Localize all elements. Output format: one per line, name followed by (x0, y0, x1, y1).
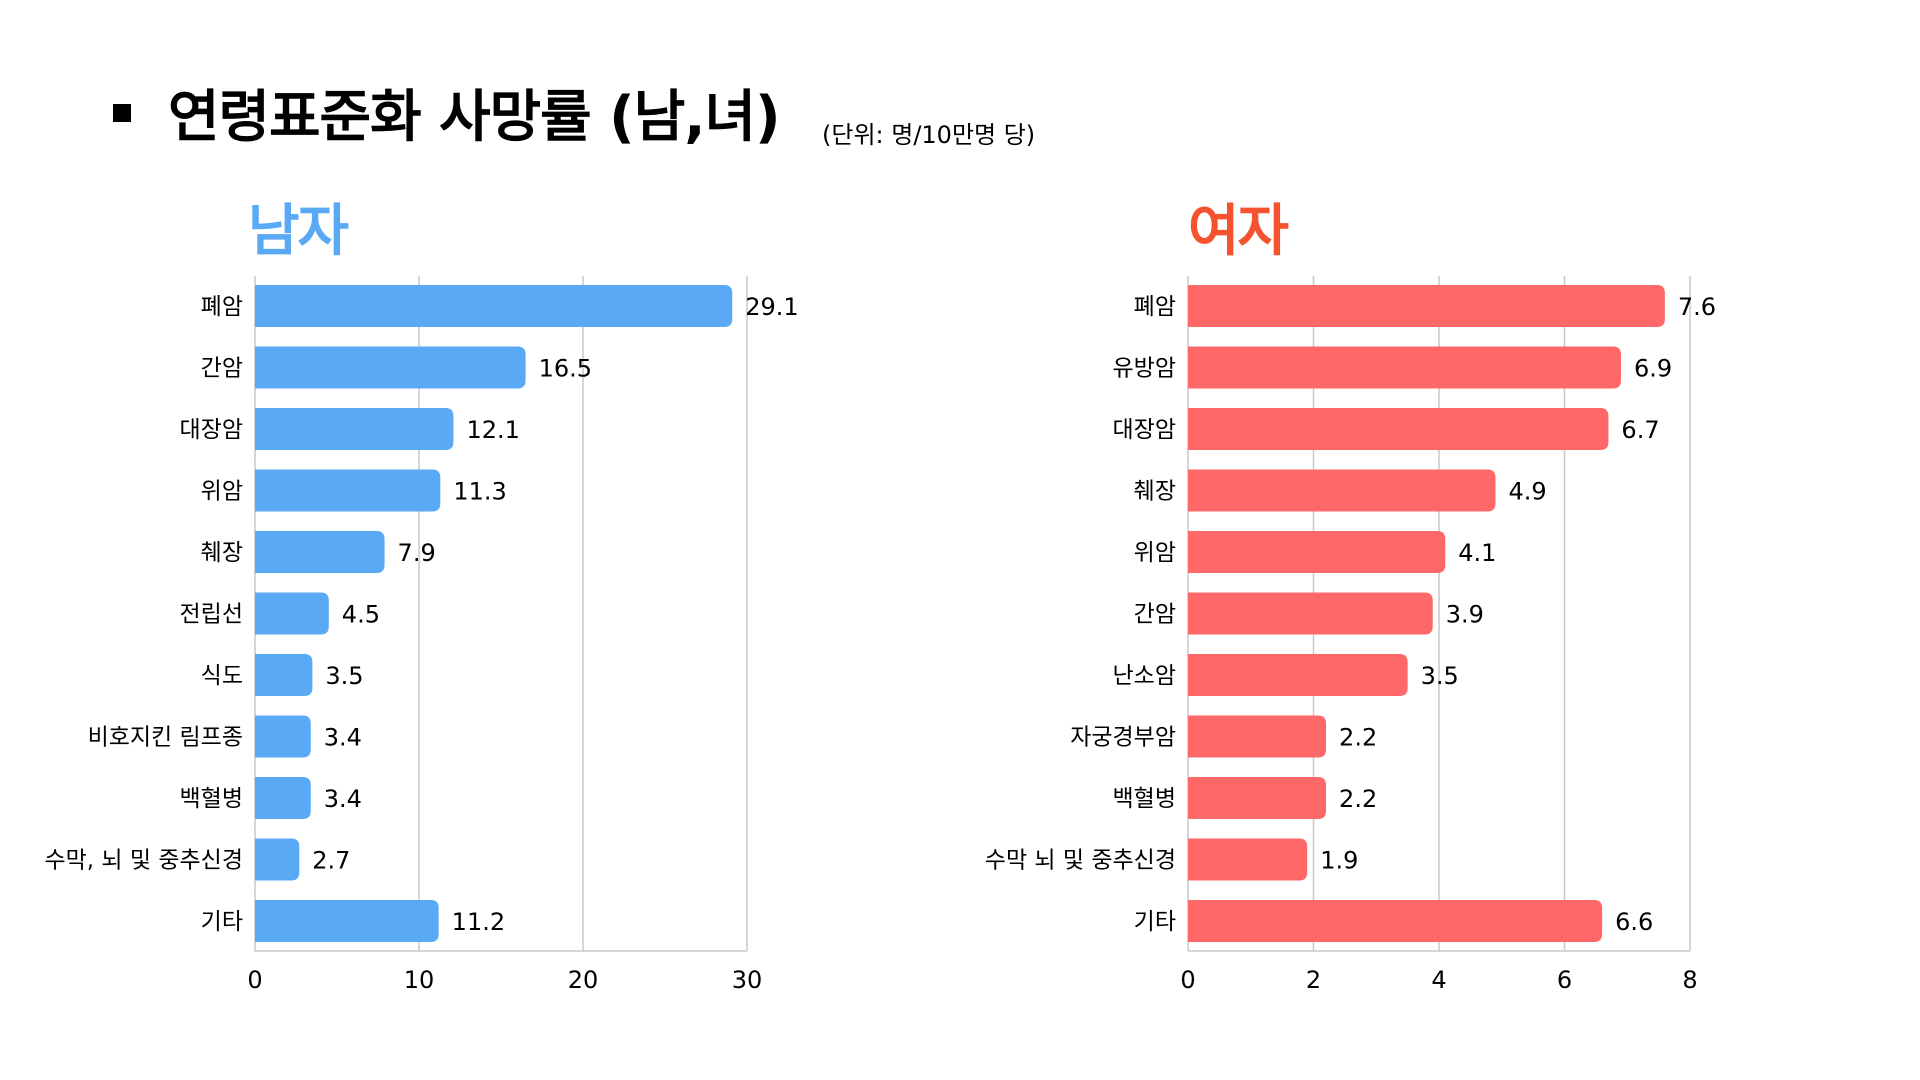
female-bar (1188, 408, 1609, 450)
male-bar (255, 654, 313, 696)
title-bullet (113, 104, 131, 122)
female-category-label: 간암 (1134, 602, 1176, 628)
female-category-label: 위암 (1134, 540, 1176, 566)
male-value-label: 2.7 (312, 847, 350, 875)
male-category-label: 전립선 (180, 602, 243, 628)
female-x-tick-label: 2 (1306, 966, 1321, 994)
male-bar (255, 408, 454, 450)
male-category-label: 폐암 (201, 294, 243, 320)
male-value-label: 7.9 (398, 539, 436, 567)
male-category-label: 간암 (201, 356, 243, 382)
female-category-label: 기타 (1134, 909, 1176, 935)
female-value-label: 1.9 (1320, 847, 1358, 875)
female-value-label: 6.7 (1621, 416, 1659, 444)
male-x-tick-label: 10 (404, 966, 435, 994)
female-x-tick-label: 6 (1557, 966, 1572, 994)
female-bar (1188, 900, 1603, 942)
female-value-label: 2.2 (1339, 785, 1377, 813)
male-category-label: 위암 (201, 479, 243, 505)
female-category-label: 대장암 (1113, 417, 1176, 443)
female-bar (1188, 531, 1446, 573)
female-x-tick-label: 8 (1682, 966, 1697, 994)
male-bar (255, 469, 441, 512)
female-value-label: 4.9 (1508, 478, 1546, 506)
female-value-label: 2.2 (1339, 724, 1377, 752)
female-bar (1188, 469, 1496, 512)
female-bar (1188, 592, 1433, 635)
male-category-label: 췌장 (201, 540, 243, 566)
page-title: 연령표준화 사망률 (남,녀) (168, 85, 781, 150)
male-category-label: 식도 (201, 663, 243, 689)
female-x-tick-label: 0 (1180, 966, 1195, 994)
female-category-label: 난소암 (1113, 663, 1176, 689)
male-category-label: 대장암 (180, 417, 243, 443)
male-bar (255, 531, 385, 573)
male-bar (255, 592, 329, 635)
female-category-label: 폐암 (1134, 294, 1176, 320)
male-chart-title: 남자 (248, 199, 349, 264)
female-value-label: 4.1 (1458, 539, 1496, 567)
male-category-label: 수막, 뇌 및 중추신경 (44, 848, 243, 874)
female-category-label: 췌장 (1134, 479, 1176, 505)
male-bar (255, 777, 311, 819)
female-value-label: 6.9 (1634, 355, 1672, 383)
female-category-label: 백혈병 (1113, 786, 1176, 812)
male-value-label: 3.4 (324, 785, 362, 813)
male-value-label: 16.5 (539, 355, 592, 383)
female-value-label: 7.6 (1678, 293, 1716, 321)
male-x-tick-label: 30 (732, 966, 763, 994)
female-bar (1188, 346, 1621, 389)
male-value-label: 29.1 (745, 293, 798, 321)
female-bar (1188, 285, 1665, 327)
female-bar (1188, 715, 1327, 758)
male-value-label: 3.4 (324, 724, 362, 752)
male-x-tick-label: 20 (568, 966, 599, 994)
male-value-label: 12.1 (466, 416, 519, 444)
female-value-label: 6.6 (1615, 908, 1653, 936)
male-value-label: 4.5 (342, 601, 380, 629)
female-chart-title: 여자 (1188, 199, 1289, 264)
male-x-tick-label: 0 (247, 966, 262, 994)
female-bar (1188, 838, 1308, 881)
male-bar (255, 838, 300, 881)
female-category-label: 수막 뇌 및 중추신경 (985, 848, 1176, 874)
female-value-label: 3.5 (1421, 662, 1459, 690)
male-bar (255, 285, 733, 327)
male-category-label: 기타 (201, 909, 243, 935)
female-bar (1188, 777, 1327, 819)
female-category-label: 자궁경부암 (1070, 725, 1176, 751)
unit-subtitle: (단위: 명/10만명 당) (822, 121, 1036, 149)
male-category-label: 백혈병 (180, 786, 243, 812)
male-bar (255, 715, 311, 758)
male-value-label: 3.5 (325, 662, 363, 690)
male-value-label: 11.2 (452, 908, 505, 936)
male-bar (255, 346, 526, 389)
male-category-label: 비호지킨 림프종 (88, 725, 243, 751)
male-value-label: 11.3 (453, 478, 506, 506)
male-bar (255, 900, 439, 942)
female-bar (1188, 654, 1408, 696)
female-value-label: 3.9 (1446, 601, 1484, 629)
female-x-tick-label: 4 (1431, 966, 1446, 994)
female-category-label: 유방암 (1113, 356, 1176, 382)
